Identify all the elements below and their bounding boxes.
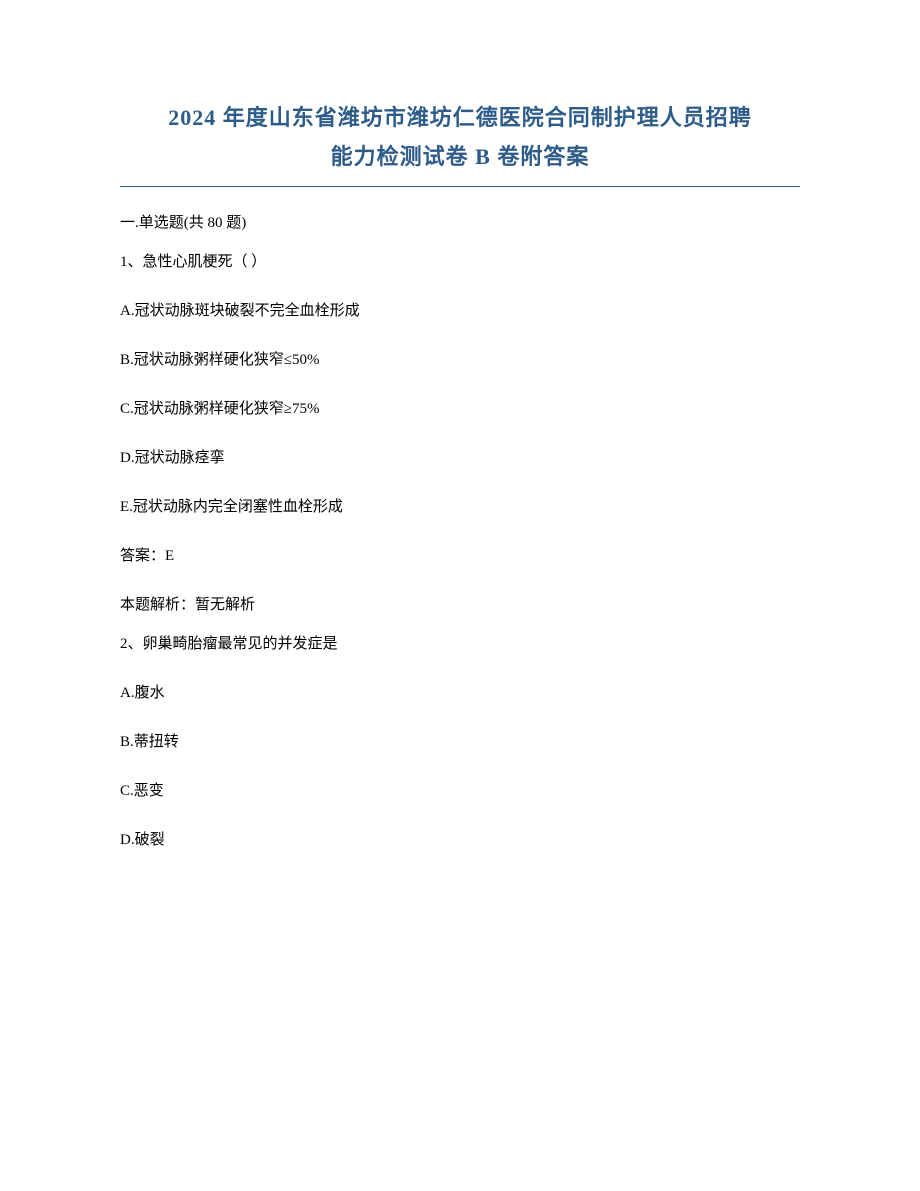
- title-container: 2024 年度山东省潍坊市潍坊仁德医院合同制护理人员招聘 能力检测试卷 B 卷附…: [120, 100, 800, 174]
- question-1-number: 1、: [120, 254, 143, 270]
- question-1-option-b: B.冠状动脉粥样硬化狭窄≤50%: [120, 348, 800, 369]
- question-1-answer: 答案：E: [120, 544, 800, 565]
- explanation-label: 本题解析：: [120, 597, 195, 613]
- answer-label: 答案：: [120, 548, 165, 564]
- question-2-header: 2、卵巢畸胎瘤最常见的并发症是: [120, 632, 800, 653]
- question-2-option-b: B.蒂扭转: [120, 730, 800, 751]
- question-2-option-d: D.破裂: [120, 828, 800, 849]
- title-line1: 2024 年度山东省潍坊市潍坊仁德医院合同制护理人员招聘: [120, 100, 800, 135]
- question-2-text: 卵巢畸胎瘤最常见的并发症是: [143, 636, 338, 652]
- title-underline: [120, 186, 800, 187]
- question-2-option-a: A.腹水: [120, 681, 800, 702]
- question-1-option-c: C.冠状动脉粥样硬化狭窄≥75%: [120, 397, 800, 418]
- question-1-header: 1、急性心肌梗死（ ）: [120, 250, 800, 271]
- explanation-value: 暂无解析: [195, 597, 255, 613]
- section-header: 一.单选题(共 80 题): [120, 211, 800, 232]
- question-2-option-c: C.恶变: [120, 779, 800, 800]
- answer-value: E: [165, 548, 174, 564]
- question-1-option-d: D.冠状动脉痉挛: [120, 446, 800, 467]
- title-line2: 能力检测试卷 B 卷附答案: [120, 139, 800, 174]
- question-1-option-a: A.冠状动脉斑块破裂不完全血栓形成: [120, 299, 800, 320]
- question-1-explanation: 本题解析：暂无解析: [120, 593, 800, 614]
- question-2-number: 2、: [120, 636, 143, 652]
- question-1-option-e: E.冠状动脉内完全闭塞性血栓形成: [120, 495, 800, 516]
- question-1-text: 急性心肌梗死（ ）: [143, 254, 267, 270]
